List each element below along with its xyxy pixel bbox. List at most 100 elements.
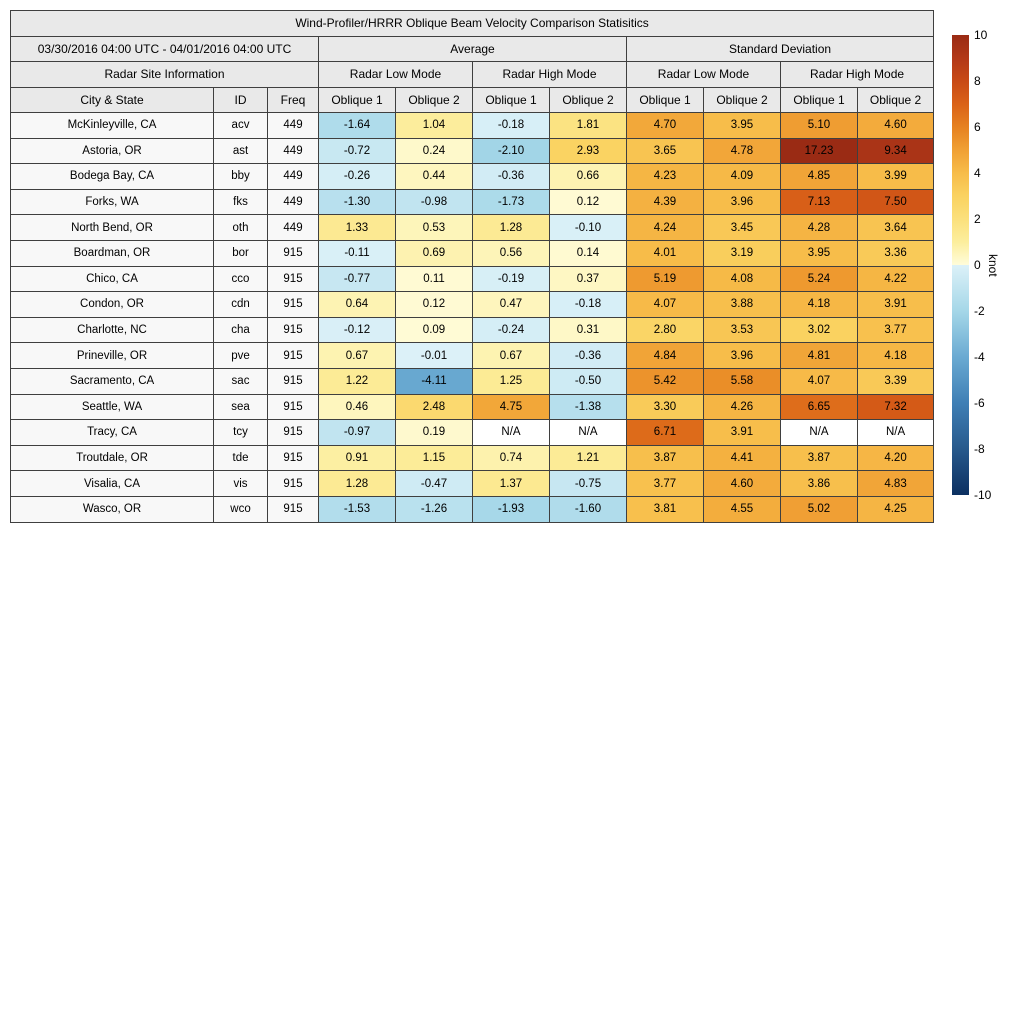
cell-value: 3.95	[703, 112, 781, 139]
colorbar-tick-label: 0	[974, 258, 981, 272]
cell-value: 4.07	[780, 367, 858, 395]
cell-value: 3.30	[626, 393, 704, 421]
cell-freq: 915	[267, 239, 319, 267]
colorbar-tick-label: -4	[974, 350, 985, 364]
cell-value: 3.91	[703, 419, 781, 446]
cell-value: 0.19	[395, 419, 473, 446]
cell-id: tde	[213, 444, 268, 472]
cell-value: -0.77	[318, 265, 396, 293]
cell-value: -1.38	[549, 393, 627, 421]
cell-freq: 449	[267, 188, 319, 216]
mode-header-avg-high: Radar High Mode	[472, 61, 627, 88]
colorbar-tick-label: 6	[974, 120, 981, 134]
cell-value: 3.87	[780, 444, 858, 472]
cell-value: -0.10	[549, 214, 627, 241]
cell-value: 4.60	[703, 470, 781, 497]
cell-value: 9.34	[856, 137, 935, 165]
table-row: Charlotte, NC cha 915 -0.12 0.09 -0.24 0.31 2.8…	[10, 316, 935, 344]
cell-id: fks	[213, 188, 268, 216]
cell-value: 0.14	[549, 239, 627, 267]
cell-value: 0.12	[549, 188, 627, 216]
cell-id: sac	[213, 367, 268, 395]
cell-city: Sacramento, CA	[10, 367, 214, 395]
cell-id: ast	[213, 137, 268, 165]
cell-value: 4.78	[703, 137, 781, 165]
cell-value: 5.42	[626, 367, 704, 395]
cell-value: 0.31	[549, 316, 627, 344]
col-header-oblique2: Oblique 2	[549, 86, 627, 113]
cell-value: N/A	[472, 419, 550, 446]
cell-city: Astoria, OR	[10, 137, 214, 165]
cell-value: 0.09	[395, 316, 473, 344]
cell-freq: 915	[267, 342, 319, 369]
cell-value: -1.73	[472, 188, 550, 216]
cell-id: tcy	[213, 419, 268, 446]
cell-city: Chico, CA	[10, 265, 214, 293]
cell-value: 3.91	[856, 291, 935, 318]
col-header-freq: Freq	[267, 86, 319, 113]
cell-value: -0.01	[395, 342, 473, 369]
cell-value: 6.71	[626, 419, 704, 446]
table-row: Sacramento, CA sac 915 1.22 -4.11 1.25 -0.50 5.…	[10, 367, 935, 395]
cell-value: 4.75	[472, 393, 550, 421]
cell-value: 2.48	[395, 393, 473, 421]
cell-value: N/A	[549, 419, 627, 446]
cell-freq: 915	[267, 316, 319, 344]
cell-value: 2.93	[549, 137, 627, 165]
cell-freq: 915	[267, 470, 319, 497]
cell-value: -0.11	[318, 239, 396, 267]
cell-value: 5.19	[626, 265, 704, 293]
mode-header-avg-low: Radar Low Mode	[318, 61, 473, 88]
cell-value: 1.15	[395, 444, 473, 472]
cell-value: -1.53	[318, 495, 396, 523]
cell-value: -0.24	[472, 316, 550, 344]
cell-value: -0.18	[472, 112, 550, 139]
cell-value: -1.93	[472, 495, 550, 523]
cell-value: 5.58	[703, 367, 781, 395]
cell-value: 1.28	[472, 214, 550, 241]
cell-value: 4.08	[703, 265, 781, 293]
cell-value: N/A	[856, 419, 935, 446]
cell-freq: 915	[267, 495, 319, 523]
cell-value: 0.47	[472, 291, 550, 318]
colorbar-tick-label: -10	[974, 488, 992, 502]
cell-value: 4.09	[703, 163, 781, 190]
cell-freq: 449	[267, 214, 319, 241]
table-row: Seattle, WA sea 915 0.46 2.48 4.75 -1.38 3.30 4.…	[10, 393, 935, 421]
cell-value: -0.36	[549, 342, 627, 369]
col-header-oblique1: Oblique 1	[472, 86, 550, 113]
cell-value: 3.87	[626, 444, 704, 472]
cell-value: 7.32	[856, 393, 935, 421]
colorbar-tick-label: -2	[974, 304, 985, 318]
cell-freq: 449	[267, 163, 319, 190]
cell-value: 3.88	[703, 291, 781, 318]
cell-id: sea	[213, 393, 268, 421]
cell-city: Bodega Bay, CA	[10, 163, 214, 190]
cell-value: 4.81	[780, 342, 858, 369]
cell-value: 0.12	[395, 291, 473, 318]
cell-value: 0.67	[318, 342, 396, 369]
cell-value: -0.18	[549, 291, 627, 318]
cell-value: 3.77	[626, 470, 704, 497]
cell-id: cco	[213, 265, 268, 293]
date-range: 03/30/2016 04:00 UTC - 04/01/2016 04:00 …	[10, 35, 319, 62]
cell-id: cdn	[213, 291, 268, 318]
cell-freq: 915	[267, 367, 319, 395]
colorbar-tick-label: -6	[974, 396, 985, 410]
cell-id: bor	[213, 239, 268, 267]
cell-freq: 915	[267, 265, 319, 293]
cell-value: 3.64	[856, 214, 935, 241]
table-row: Condon, OR cdn 915 0.64 0.12 0.47 -0.18 4.07 3.8…	[10, 291, 935, 318]
cell-value: 5.02	[780, 495, 858, 523]
cell-value: 4.23	[626, 163, 704, 190]
cell-freq: 915	[267, 291, 319, 318]
cell-city: Tracy, CA	[10, 419, 214, 446]
cell-value: 0.64	[318, 291, 396, 318]
stats-table: Wind-Profiler/HRRR Oblique Beam Velocity…	[9, 10, 935, 523]
cell-value: 3.96	[703, 342, 781, 369]
cell-id: bby	[213, 163, 268, 190]
col-header-id: ID	[213, 86, 268, 113]
cell-city: Visalia, CA	[10, 470, 214, 497]
colorbar-tick-label: 10	[974, 28, 988, 42]
table-row: Troutdale, OR tde 915 0.91 1.15 0.74 1.21 3.87 4…	[10, 444, 935, 472]
